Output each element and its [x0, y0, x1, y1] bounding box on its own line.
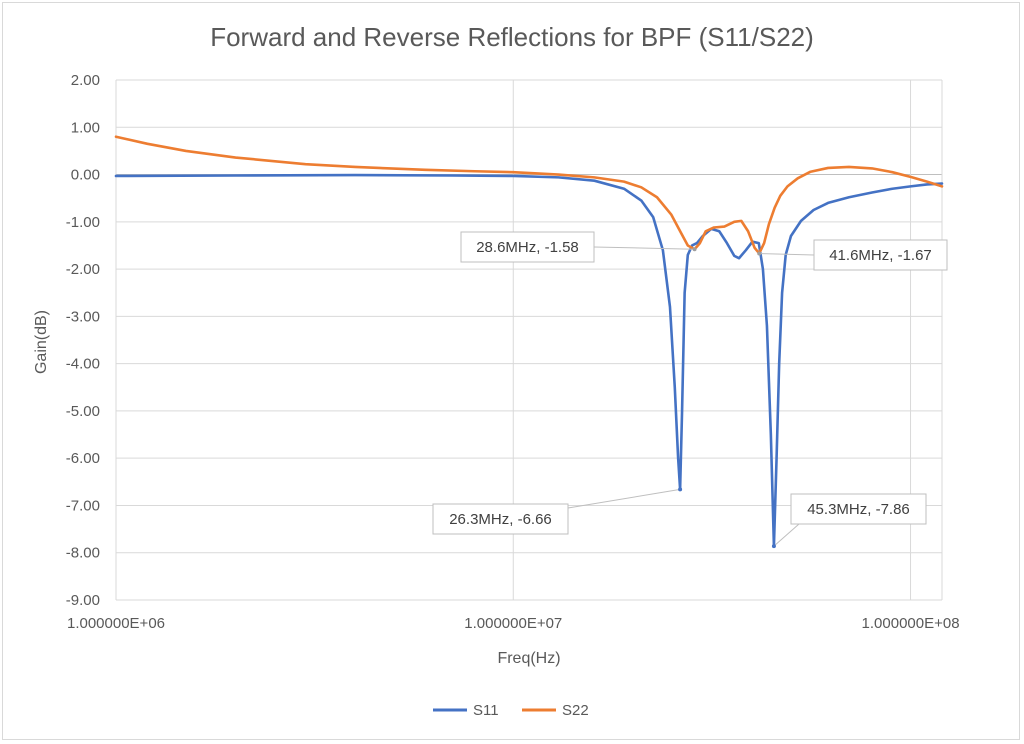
callout-leader: [759, 252, 815, 256]
callout-anchor: [692, 247, 697, 252]
callout-anchor: [757, 251, 762, 256]
x-tick-label: 1.000000E+07: [464, 615, 562, 632]
callout-label: 28.6MHz, -1.58: [476, 239, 579, 256]
legend-label-s22: S22: [562, 702, 589, 719]
y-tick-label: 2.00: [71, 72, 100, 89]
y-axis-title: Gain(dB): [33, 310, 50, 374]
series-line-s22: [114, 135, 944, 255]
callout-box: [813, 239, 948, 271]
callout-leader: [567, 488, 681, 509]
y-tick-label: -3.00: [66, 308, 100, 325]
callout-leader: [773, 523, 800, 547]
callout-label: 41.6MHz, -1.67: [829, 247, 932, 264]
y-tick-label: -2.00: [66, 261, 100, 278]
y-tick-label: 1.00: [71, 119, 100, 136]
callout-box: [432, 503, 569, 535]
y-tick-label: -9.00: [66, 592, 100, 609]
y-tick-label: -4.00: [66, 356, 100, 373]
legend-label-s11: S11: [473, 702, 499, 719]
x-axis-title: Freq(Hz): [497, 650, 560, 667]
chart-title: Forward and Reverse Reflections for BPF …: [210, 22, 814, 52]
callout-label: 26.3MHz, -6.66: [449, 511, 552, 528]
callout-label: 45.3MHz, -7.86: [807, 501, 910, 518]
x-tick-label: 1.000000E+06: [67, 615, 165, 632]
y-tick-label: -1.00: [66, 214, 100, 231]
callout-box: [460, 231, 595, 263]
callout-box: [790, 493, 927, 525]
y-tick-label: 0.00: [71, 167, 100, 184]
series-line-s11: [114, 173, 944, 548]
y-tick-label: -6.00: [66, 450, 100, 467]
callout-anchor: [771, 544, 776, 549]
x-tick-label: 1.000000E+08: [862, 615, 960, 632]
callout-anchor: [678, 487, 683, 492]
y-tick-label: -7.00: [66, 497, 100, 514]
callout-leader: [593, 246, 695, 250]
y-tick-label: -5.00: [66, 403, 100, 420]
y-tick-label: -8.00: [66, 545, 100, 562]
